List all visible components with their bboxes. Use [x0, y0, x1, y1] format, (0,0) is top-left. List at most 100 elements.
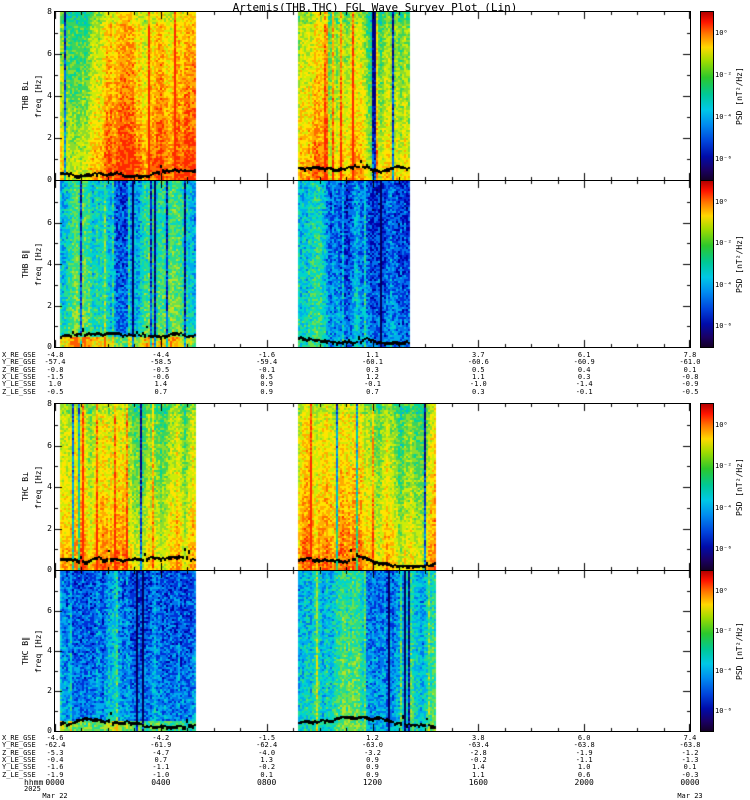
- position-var-value: -62.4: [256, 741, 278, 750]
- position-var-row: X_LE_SSE -0.4 0.7 1.3 0.9 -0.2 -1.1 -1.3: [0, 755, 750, 765]
- position-var-value: -61.9: [150, 741, 172, 750]
- spectrogram-thb-bpar: [55, 181, 690, 347]
- y-tick-label: 6: [47, 217, 52, 227]
- colorbar-thc-bperp: [700, 403, 714, 571]
- colorbar-thb-bpar: [700, 180, 714, 348]
- position-var-value: -1.0: [469, 380, 487, 389]
- position-var-value: -2.8: [469, 748, 487, 757]
- y-tick-label: 6: [47, 606, 52, 615]
- position-var-value: -0.1: [258, 365, 276, 374]
- position-var-value: -63.0: [361, 741, 384, 750]
- colorbar-tick-label: 10⁻⁶: [715, 707, 732, 715]
- position-var-name: Y_LE_SSE: [2, 380, 36, 389]
- position-var-row: Y_RE_GSE -57.4 -58.5 -59.4 -60.1 -60.6 -60.9 -6…: [0, 359, 750, 367]
- panel-thc-bperp: [54, 403, 691, 571]
- psd-label-thc-bpar: PSD [nT²/Hz]: [735, 622, 744, 680]
- position-var-value: -0.1: [364, 380, 381, 389]
- colorbar-ticks-thc-bpar: 10⁰ 10⁻² 10⁻⁴ 10⁻⁶: [715, 0, 749, 800]
- time-tick-label: 1200: [362, 778, 383, 787]
- colorbar-tick-label: 10⁰: [715, 420, 728, 429]
- position-var-value: -4.0: [258, 748, 276, 757]
- position-var-value: 1.2: [366, 372, 379, 381]
- position-var-value: 0.7: [366, 387, 379, 396]
- colorbar-tick-label: 10⁻²: [715, 462, 732, 471]
- position-var-value: 0.1: [260, 770, 273, 779]
- time-tick-label: 0000: [680, 778, 700, 787]
- time-tick-label: 0400: [151, 778, 171, 787]
- time-axis-row: hhmm 0000 0400 0800 1200 1600 2000 0000: [0, 779, 750, 788]
- position-var-row: Y_RE_GSE -62.4 -61.9 -62.4 -63.0 -63.4 -63.8 -6…: [0, 742, 750, 750]
- colorbar-tick-label: 10⁻⁶: [715, 322, 732, 331]
- position-var-value: -57.4: [44, 358, 66, 367]
- position-var-value: 0.7: [154, 387, 168, 396]
- y-tick-label: 4: [47, 482, 52, 491]
- colorbar-ticks-thb-bpar: 10⁰ 10⁻² 10⁻⁴ 10⁻⁶: [715, 0, 749, 800]
- position-var-name: X_LE_SSE: [2, 755, 36, 764]
- position-var-value: 6.0: [577, 734, 591, 742]
- position-var-row: Y_LE_SSE -1.6 -1.1 -0.2 0.9 1.4 1.0 0.1: [0, 764, 750, 772]
- y-tick-label: 2: [47, 523, 52, 533]
- position-var-value: -1.5: [46, 372, 64, 381]
- position-var-value: -0.5: [152, 365, 170, 374]
- y-tick-label: 2: [47, 686, 52, 695]
- position-var-value: 0.1: [683, 365, 697, 374]
- position-var-value: 7.8: [683, 351, 697, 359]
- colorbar-tick-label: 10⁰: [715, 29, 728, 37]
- colorbar-tick-label: 10⁻²: [715, 239, 732, 248]
- y-tick-label: 2: [47, 300, 52, 310]
- position-var-value: 1.1: [472, 372, 485, 381]
- position-var-value: 3.7: [472, 351, 485, 359]
- position-var-value: 0.9: [366, 770, 379, 779]
- colorbar-ticks-thb-bperp: 10⁰ 10⁻² 10⁻⁴ 10⁻⁶: [715, 0, 749, 800]
- position-var-name: X_RE_GSE: [2, 734, 36, 742]
- spectrogram-thc-bperp: [55, 404, 690, 570]
- plot-title: Artemis(THB,THC) FGL Wave Survey Plot (L…: [232, 1, 518, 14]
- position-var-value: -0.3: [681, 770, 699, 779]
- position-var-value: 0.6: [577, 770, 591, 779]
- y-ticks-thc-bpar: 6 4 2 0: [0, 0, 53, 800]
- position-var-value: -63.8: [573, 741, 595, 750]
- colorbar-thb-bperp: [700, 11, 714, 181]
- position-var-value: 6.1: [577, 351, 591, 359]
- position-var-value: -0.5: [46, 387, 64, 396]
- panel-thc-bpar: [54, 570, 691, 732]
- y-tick-label: 4: [47, 646, 52, 655]
- position-var-value: -62.4: [44, 741, 66, 750]
- position-var-value: -4.7: [152, 748, 170, 757]
- position-var-value: 1.1: [366, 351, 379, 359]
- position-var-row: Z_RE_GSE -0.8 -0.5 -0.1 0.3 0.5 0.4 0.1: [0, 365, 750, 375]
- position-var-row: X_RE_GSE -4.6 -4.2 -1.5 1.2 3.8 6.0 7.4: [0, 735, 750, 743]
- position-var-value: -61.0: [679, 358, 701, 367]
- time-tick-label: 0000: [45, 778, 65, 787]
- position-var-value: 0.9: [260, 387, 273, 396]
- position-var-value: -1.1: [575, 755, 593, 764]
- colorbar-tick-label: 10⁰: [715, 197, 728, 206]
- position-var-value: -0.6: [152, 372, 170, 381]
- position-var-value: -1.0: [152, 770, 170, 779]
- panel-thb-bperp: [54, 11, 691, 181]
- position-var-value: 1.1: [472, 770, 485, 779]
- year-label: 2025: [24, 785, 41, 793]
- position-var-value: 0.5: [472, 365, 485, 374]
- position-var-value: -4.2: [152, 734, 170, 742]
- position-var-value: -0.8: [681, 372, 699, 381]
- position-var-value: -0.9: [681, 380, 699, 389]
- colorbar-thc-bpar: [700, 570, 714, 732]
- y-tick-label: 0: [47, 175, 52, 184]
- position-var-value: -0.8: [46, 365, 64, 374]
- position-var-name: Z_RE_GSE: [2, 748, 36, 757]
- position-var-value: -1.2: [681, 748, 699, 757]
- position-var-value: -1.9: [575, 748, 593, 757]
- y-tick-label: 0: [47, 565, 52, 574]
- position-var-value: -3.2: [364, 748, 381, 757]
- position-var-value: 0.4: [577, 365, 591, 374]
- position-var-name: Z_LE_SSE: [2, 770, 36, 779]
- position-var-value: -1.4: [575, 380, 593, 389]
- position-var-value: -0.4: [46, 755, 64, 764]
- time-tick-label: 2000: [574, 778, 594, 787]
- colorbar-tick-label: 10⁻²: [715, 627, 732, 635]
- y-tick-label: 4: [47, 259, 52, 268]
- thc-position-labels: X_RE_GSE -4.6 -4.2 -1.5 1.2 3.8 6.0 7.4 Y_RE_GSE…: [0, 735, 750, 781]
- y-tick-label: 2: [47, 133, 52, 142]
